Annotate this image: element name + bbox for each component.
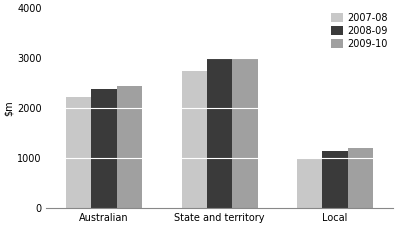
Bar (181, 71, 207, 208)
Legend: 2007-08, 2008-09, 2009-10: 2007-08, 2008-09, 2009-10 (331, 13, 388, 49)
Bar (348, 148, 373, 208)
Bar (66, 96, 91, 208)
Bar (232, 58, 258, 208)
Bar (91, 89, 117, 208)
Bar (207, 58, 232, 208)
Bar (322, 151, 348, 208)
Y-axis label: $m: $m (4, 100, 14, 116)
Bar (297, 158, 322, 208)
Bar (117, 86, 142, 208)
